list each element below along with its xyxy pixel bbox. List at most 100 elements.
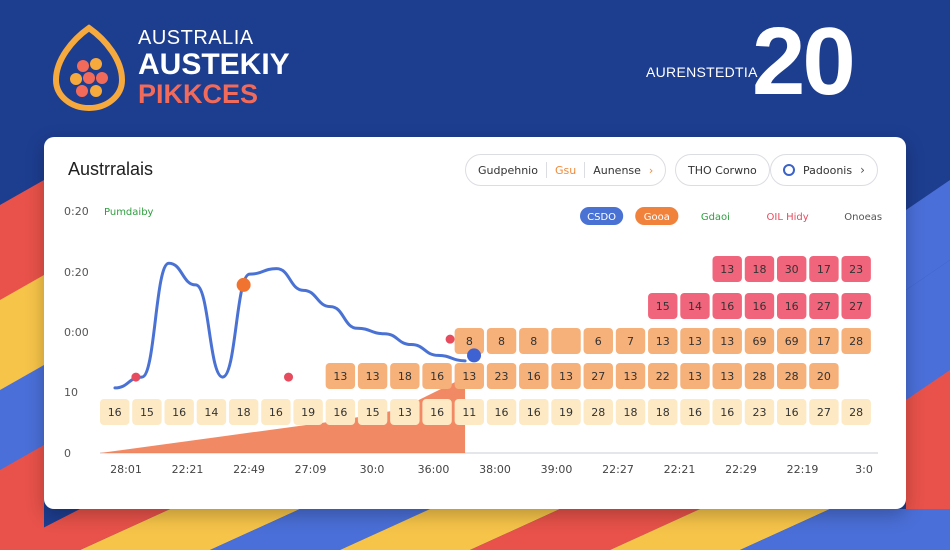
filter-primary-right[interactable]: Aunense [593,163,641,177]
chevron-right-icon: › [648,163,654,177]
filter-tertiary-label[interactable]: Padoonis [803,163,853,177]
heatmap-cell [712,328,742,354]
heatmap-cell [551,328,581,354]
heatmap-cell-label: 16 [269,406,283,419]
y-tick-label: 0:20 [64,266,89,279]
line-annotation: Pumdaiby [104,207,154,218]
heatmap-cell-label: 30 [785,263,799,276]
filter-secondary-label[interactable]: THO Corwno [688,163,757,177]
heatmap-cell [841,399,871,425]
heatmap-cell-label: 18 [656,406,670,419]
heatmap-cell-label: 13 [688,370,702,383]
heatmap-cell-label: 28 [849,406,863,419]
heatmap-cell-label: 16 [333,406,347,419]
heatmap-cell-label: 18 [398,370,412,383]
heatmap-cell-label: 16 [720,300,734,313]
x-tick-label: 3:0 [855,463,873,476]
heatmap-cell [648,363,678,389]
heatmap-cell [454,328,485,354]
heatmap-cell [583,399,613,425]
heatmap-cell-label: 8 [530,335,537,348]
heatmap-cell [486,363,517,389]
heatmap-cell-label: 28 [591,406,605,419]
x-tick-label: 36:00 [418,463,450,476]
heatmap-cell [809,328,839,354]
heatmap-cell [680,363,710,389]
heatmap-cell [551,363,581,389]
heatmap-cell-label: 20 [817,370,831,383]
heatmap-cell [809,293,839,319]
heatmap-cell-label: 28 [785,370,799,383]
heatmap-cell [486,328,517,354]
heatmap-cell [615,399,646,425]
heatmap-cell-label: 16 [430,406,444,419]
heatmap-cell-label: 16 [527,406,541,419]
heatmap-cell-label: 18 [624,406,638,419]
brand-logo-icon [52,24,126,112]
heatmap-cell-label: 28 [752,370,766,383]
heatmap-cell [519,328,549,354]
heatmap-cell-label: 16 [108,406,122,419]
heatmap-cell [680,399,710,425]
filter-group-tertiary[interactable]: Padoonis › [770,154,878,186]
x-tick-label: 22:19 [787,463,819,476]
heatmap-cell [712,363,742,389]
line-marker [467,348,482,363]
filter-divider [584,162,586,178]
heatmap-cell [325,399,356,425]
heatmap-cell-label: 13 [720,370,734,383]
heatmap-cell [744,328,775,354]
heatmap-cell [132,399,162,425]
line-series [113,261,467,390]
filter-primary-mid[interactable]: Gsu [554,163,577,177]
heatmap-cell [744,399,775,425]
heatmap-cell [357,363,388,389]
line-marker [445,334,455,344]
heatmap-cell [390,363,420,389]
heatmap-cell-label: 18 [752,263,766,276]
x-tick-label: 22:49 [233,463,265,476]
heatmap-cell [712,293,742,319]
heatmap-cell-label: 27 [817,300,831,313]
heatmap-cell-label: 15 [366,406,380,419]
heatmap-cell-label: 69 [752,335,766,348]
heatmap-cell-label: 15 [656,300,670,313]
heatmap-cell [228,399,259,425]
heatmap-cell-label: 11 [462,406,476,419]
chart-card: 0 10 0:00 0:20 0:20 Pumdaiby 16 15 16 14 18 16 19 16 1… [44,137,906,509]
line-marker [131,372,141,382]
heatmap-cell-label: 16 [752,300,766,313]
heatmap-cell [712,399,742,425]
heatmap-cell-label: 16 [527,370,541,383]
x-tick-label: 30:0 [360,463,385,476]
x-tick-label: 22:29 [725,463,757,476]
card-title: Austrralais [68,159,154,179]
y-tick-label: 0:20 [64,205,89,218]
heatmap-cell-label: 13 [398,406,412,419]
chart-canvas: 0 10 0:00 0:20 0:20 Pumdaiby 16 15 16 14 18 16 19 16 1… [64,205,882,476]
heatmap-cell-label: 19 [559,406,573,419]
heatmap-cell-label: 8 [498,335,505,348]
heatmap-cell [712,256,742,282]
y-tick-label: 10 [64,386,78,399]
legend-pill [635,207,679,225]
filter-primary-left[interactable]: Gudpehnio [478,163,538,177]
heatmap-cell-label: 16 [430,370,444,383]
heatmap-cell [615,328,646,354]
heatmap-cell-label: 7 [627,335,634,348]
heatmap-cell [325,363,356,389]
heatmap-cell-label: 28 [849,335,863,348]
filter-group-secondary[interactable]: THO Corwno [675,154,770,186]
brand: AUSTRALIA AUSTEKIY PIKKCES [50,24,290,112]
legend-label: CSDO [587,212,616,223]
heatmap-cell-label: 13 [333,370,347,383]
heatmap-cell-label: 13 [720,263,734,276]
heatmap-cell-label: 16 [688,406,702,419]
heatmap-cell [100,399,130,425]
heatmap-cell-label: 13 [559,370,573,383]
heatmap-cell [454,399,485,425]
heatmap-cell [454,363,485,389]
heatmap-cell-label: 13 [366,370,380,383]
area-series [100,377,466,453]
filter-group-primary[interactable]: Gudpehnio Gsu Aunense › [465,154,667,186]
